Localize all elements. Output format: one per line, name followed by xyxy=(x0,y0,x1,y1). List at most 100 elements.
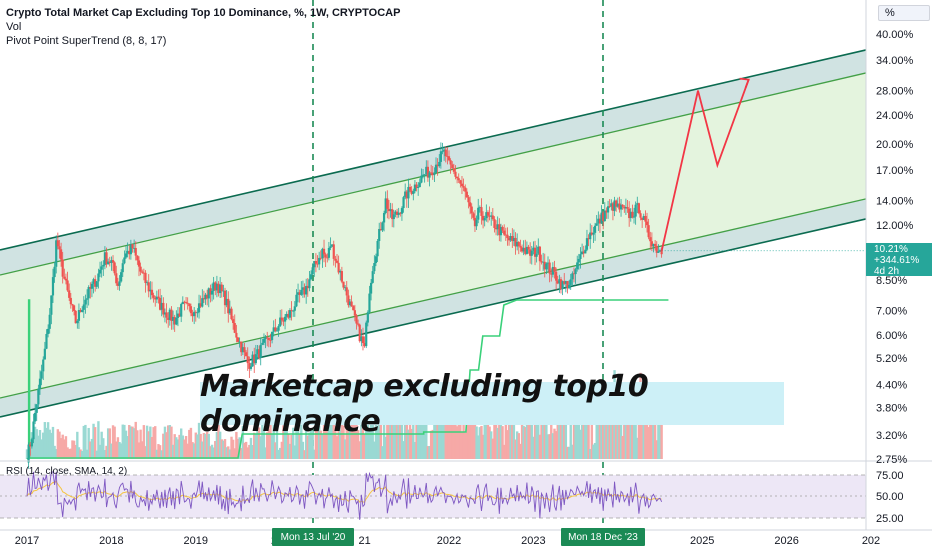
volume-bar xyxy=(426,446,430,459)
volume-bar xyxy=(486,414,490,459)
candle-body xyxy=(439,151,442,162)
candle-body xyxy=(525,246,529,254)
candle-body xyxy=(569,279,572,285)
candle-body xyxy=(616,203,619,207)
volume-bar xyxy=(244,441,248,459)
candle-body xyxy=(220,284,223,292)
volume-bar xyxy=(546,434,550,459)
volume-bar xyxy=(199,433,202,459)
candle-body xyxy=(355,315,358,324)
candle-body xyxy=(431,172,434,176)
candle-body xyxy=(404,191,407,198)
volume-bar xyxy=(37,435,40,459)
volume-bar xyxy=(399,403,402,459)
candle-body xyxy=(168,309,171,320)
time-axis: 201720182019202212022202320252026202 xyxy=(0,529,932,547)
candle-body xyxy=(410,190,413,194)
candle-body xyxy=(120,272,123,282)
candle-body xyxy=(76,320,79,324)
volume-bar xyxy=(644,391,647,459)
volume-bar xyxy=(46,422,50,459)
volume-bar xyxy=(645,395,649,459)
volume-bar xyxy=(561,395,564,459)
candle-body xyxy=(405,191,408,199)
candle-body xyxy=(558,279,561,284)
price-tick-label: 8.50% xyxy=(876,275,907,287)
volume-bar xyxy=(295,426,298,459)
candle-body xyxy=(624,207,628,209)
volume-bar xyxy=(303,450,306,459)
candle-body xyxy=(175,317,178,325)
volume-bar xyxy=(270,433,274,459)
volume-bar xyxy=(204,433,207,459)
volume-bar xyxy=(327,392,331,459)
volume-bar xyxy=(257,427,261,459)
volume-bar xyxy=(381,446,384,459)
candle-body xyxy=(641,217,644,220)
volume-bar xyxy=(126,436,129,459)
candle-body xyxy=(456,176,459,179)
volume-bar xyxy=(106,428,110,459)
candle-body xyxy=(194,311,197,313)
candle-body xyxy=(447,156,451,161)
volume-bar xyxy=(275,421,279,459)
volume-bar xyxy=(585,406,589,459)
candle-body xyxy=(556,280,559,284)
candle-body xyxy=(97,273,100,282)
candle-body xyxy=(137,260,141,267)
candle-body xyxy=(115,273,118,284)
volume-bar xyxy=(155,449,159,459)
volume-bar xyxy=(74,444,77,459)
candle-body xyxy=(207,288,210,299)
candle-body xyxy=(619,204,623,210)
volume-bar xyxy=(248,444,251,459)
volume-bar xyxy=(131,426,134,459)
candle-body xyxy=(530,250,533,256)
candle-body xyxy=(118,281,121,286)
candle-body xyxy=(248,363,251,369)
volume-bar xyxy=(524,427,527,459)
candle-body xyxy=(261,342,264,345)
volume-bar xyxy=(457,406,460,459)
lower-band xyxy=(0,198,866,417)
candle-body xyxy=(365,322,368,347)
volume-bar xyxy=(59,438,63,459)
scale-mode-button[interactable]: % xyxy=(878,5,930,21)
volume-bar xyxy=(563,403,566,459)
candle-body xyxy=(233,323,236,333)
volume-bar xyxy=(515,431,519,459)
volume-bar xyxy=(165,432,168,459)
volume-bar xyxy=(233,448,236,459)
candle-body xyxy=(68,290,71,298)
volume-bar xyxy=(514,439,517,459)
candle-body xyxy=(371,271,374,283)
candle-body xyxy=(32,421,35,440)
candle-body xyxy=(199,303,202,307)
candle-body xyxy=(553,266,556,272)
candle-body xyxy=(227,298,230,314)
candle-body xyxy=(490,215,493,217)
volume-bar xyxy=(259,436,262,459)
candle-body xyxy=(269,339,272,341)
candle-body xyxy=(285,313,288,317)
volume-bar xyxy=(326,415,329,459)
candle-body xyxy=(590,232,593,235)
volume-bar xyxy=(253,432,256,459)
candle-body xyxy=(327,248,330,258)
candle-body xyxy=(241,347,244,353)
volume-bar xyxy=(287,434,290,459)
volume-bar xyxy=(454,395,457,459)
candle-body xyxy=(100,266,103,270)
candle-body xyxy=(649,237,652,242)
volume-bar xyxy=(629,392,632,459)
candle-body xyxy=(400,208,404,214)
candle-body xyxy=(303,287,306,295)
volume-bar xyxy=(413,441,417,459)
last-price-change: +344.61% xyxy=(874,255,920,266)
volume-bar xyxy=(264,447,267,459)
candle-body xyxy=(577,258,580,263)
candle-body xyxy=(357,323,360,325)
volume-bar xyxy=(188,429,191,459)
volume-bar xyxy=(569,406,572,459)
candle-body xyxy=(59,249,63,260)
